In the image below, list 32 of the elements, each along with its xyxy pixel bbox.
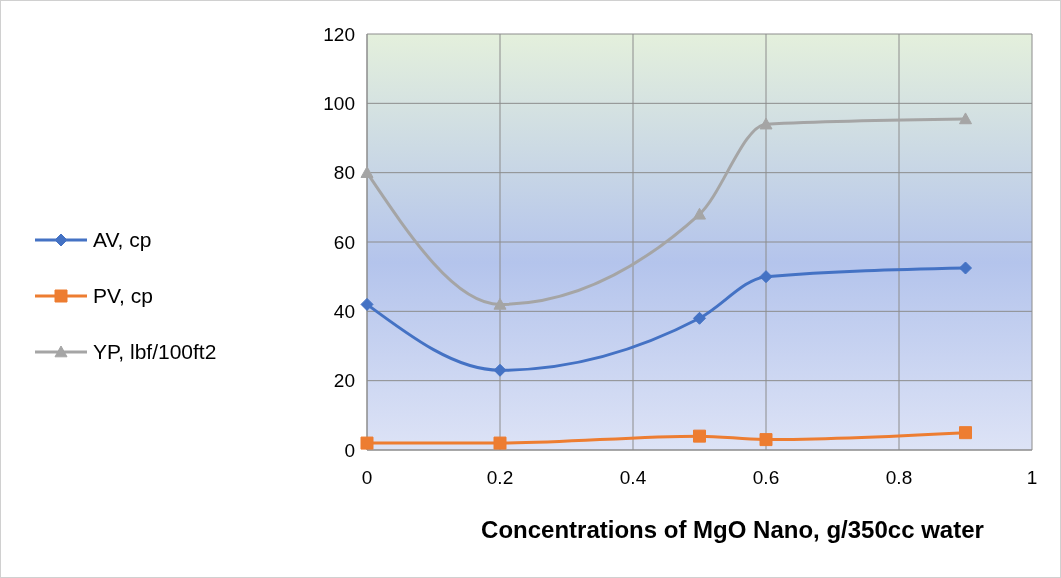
- x-tick-label: 0.8: [885, 467, 913, 488]
- x-tick-label: 0.2: [486, 467, 514, 488]
- point: [360, 166, 374, 178]
- point: [759, 270, 773, 284]
- point: [693, 311, 706, 325]
- point: [493, 363, 507, 377]
- point: [693, 207, 706, 220]
- point: [360, 297, 374, 311]
- point: [493, 436, 507, 450]
- x-tick-label: 0.6: [752, 467, 780, 488]
- x-tick-label: 1: [1026, 467, 1038, 488]
- point: [759, 117, 773, 130]
- point: [759, 433, 773, 447]
- point: [493, 297, 507, 310]
- x-axis-title: Concentrations of MgO Nano, g/350cc water: [481, 516, 984, 543]
- y-tick-label: 100: [323, 92, 355, 114]
- y-tick-label: 40: [333, 300, 355, 322]
- point: [360, 436, 374, 450]
- point: [959, 426, 972, 440]
- x-tick-label: 0: [361, 467, 373, 488]
- point: [959, 261, 972, 275]
- y-tick-label: 120: [323, 23, 355, 45]
- point: [693, 429, 706, 443]
- y-tick-label: 60: [333, 231, 355, 253]
- point: [959, 112, 972, 125]
- legend-label: AV, cp: [93, 228, 152, 252]
- x-tick-label: 0.4: [619, 467, 647, 488]
- y-tick-label: 80: [333, 162, 355, 184]
- legend-label: YP, lbf/100ft2: [93, 340, 217, 364]
- y-tick-label: 20: [333, 370, 355, 392]
- legend-label: PV, cp: [93, 284, 153, 308]
- y-tick-label: 0: [344, 439, 355, 461]
